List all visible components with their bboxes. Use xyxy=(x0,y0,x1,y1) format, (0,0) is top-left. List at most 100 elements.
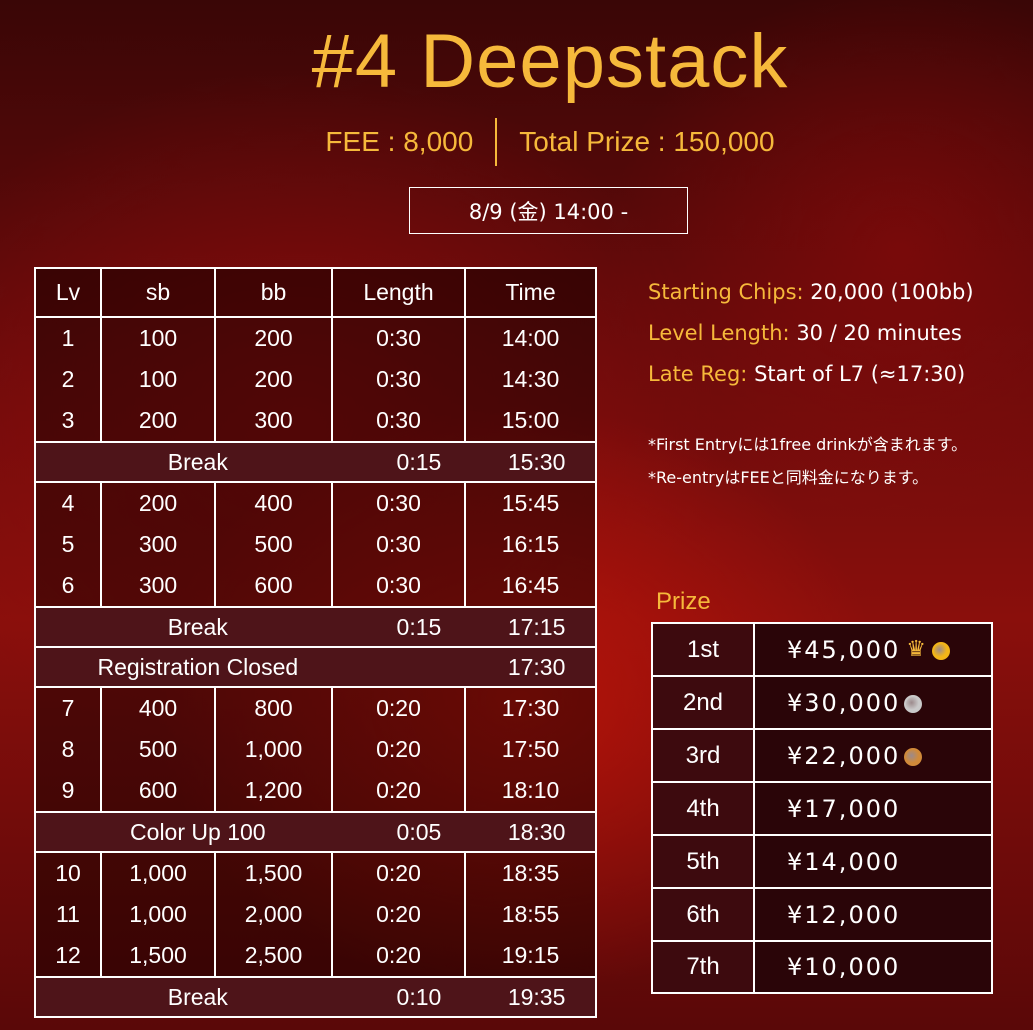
break-label: Color Up 100 xyxy=(130,818,266,845)
column-sb: 1,000 1,000 1,500 xyxy=(100,853,214,976)
prize-amount: ¥12,000 xyxy=(787,900,901,929)
cell-time: 14:00 xyxy=(501,325,560,351)
prize-row: 3rd ¥22,000 xyxy=(653,730,991,781)
cell-length: 0:30 xyxy=(376,572,421,598)
cell-length: 0:30 xyxy=(376,325,421,351)
cell-sb: 1,500 xyxy=(129,942,187,968)
cell-bb: 800 xyxy=(254,695,293,721)
late-reg-label: Late Reg: xyxy=(648,362,748,386)
prize-amount-cell: ¥22,000 xyxy=(755,730,991,781)
prize-place: 1st xyxy=(653,624,753,675)
column-sb: 200 300 300 xyxy=(100,483,214,606)
gold-medal-icon xyxy=(931,641,950,660)
prize-amount-cell: ¥45,000 ♛ xyxy=(755,624,991,675)
cell-sb: 400 xyxy=(138,695,178,721)
break-length: 0:05 xyxy=(396,818,442,845)
divider xyxy=(495,118,498,166)
level-group: 1 2 3 100 100 200 200 200 300 0:30 0:30 0:30 14:00 14… xyxy=(36,318,595,443)
total-prize-text: Total Prize : 150,000 xyxy=(519,126,775,157)
cell-length: 0:30 xyxy=(376,366,421,392)
cell-sb: 200 xyxy=(138,490,178,516)
col-header-time: Time xyxy=(464,269,595,316)
column-bb: 400 500 600 xyxy=(214,483,331,606)
level-length-label: Level Length: xyxy=(648,321,790,345)
cell-bb: 500 xyxy=(254,531,293,557)
prize-place: 7th xyxy=(653,942,753,992)
cell-sb: 200 xyxy=(138,407,178,433)
cell-length: 0:20 xyxy=(376,777,421,803)
prize-amount: ¥10,000 xyxy=(787,953,901,981)
cell-time: 17:50 xyxy=(501,736,560,762)
prize-place: 2nd xyxy=(653,677,753,728)
cell-sb: 1,000 xyxy=(129,901,187,927)
prize-amount: ¥45,000 xyxy=(787,635,901,664)
blind-schedule-table: Lv sb bb Length Time 1 2 3 100 100 200 200 200 3… xyxy=(34,267,597,1018)
cell-time: 18:35 xyxy=(501,860,560,886)
column-time: 18:35 18:55 19:15 xyxy=(464,853,595,976)
break-length: 0:15 xyxy=(396,613,442,640)
cell-sb: 100 xyxy=(138,366,178,392)
cell-bb: 400 xyxy=(254,490,293,516)
starting-chips-label: Starting Chips: xyxy=(648,280,804,304)
cell-lv: 12 xyxy=(55,942,81,968)
late-reg: Late Reg: Start of L7 (≈17:30) xyxy=(648,354,974,395)
cell-time: 15:00 xyxy=(501,407,560,433)
cell-bb: 200 xyxy=(254,325,293,351)
silver-medal-icon xyxy=(904,694,923,713)
prize-amount-cell: ¥12,000 xyxy=(755,889,991,940)
column-length: 0:30 0:30 0:30 xyxy=(331,483,464,606)
break-length: 0:15 xyxy=(396,448,442,475)
column-lv: 4 5 6 xyxy=(36,483,100,606)
break-length: 0:10 xyxy=(396,983,442,1010)
cell-lv: 2 xyxy=(61,366,75,392)
level-length-value: 30 / 20 minutes xyxy=(796,321,962,345)
prize-table: 1st ¥45,000 ♛ 2nd ¥30,000 3rd ¥22,000 4th ¥17,00… xyxy=(651,622,993,994)
cell-length: 0:20 xyxy=(376,901,421,927)
cell-lv: 10 xyxy=(55,860,81,886)
cell-time: 15:45 xyxy=(501,490,560,516)
prize-place: 4th xyxy=(653,783,753,834)
cell-time: 19:15 xyxy=(501,942,560,968)
note-first-entry: *First Entryには1free drinkが含まれます。 xyxy=(648,435,968,454)
column-sb: 100 100 200 xyxy=(100,318,214,441)
column-lv: 7 8 9 xyxy=(36,688,100,811)
starting-chips-value: 20,000 (100bb) xyxy=(810,280,974,304)
column-length: 0:20 0:20 0:20 xyxy=(331,688,464,811)
starting-chips: Starting Chips: 20,000 (100bb) xyxy=(648,272,974,313)
cell-length: 0:30 xyxy=(376,490,421,516)
prize-amount: ¥30,000 xyxy=(787,688,901,717)
cell-length: 0:30 xyxy=(376,407,421,433)
level-group: 10 11 12 1,000 1,000 1,500 1,500 2,000 2,500 0:20… xyxy=(36,853,595,978)
cell-time: 17:30 xyxy=(501,695,560,721)
bronze-medal-icon xyxy=(904,747,923,766)
cell-bb: 300 xyxy=(254,407,293,433)
prize-amount-cell: ¥14,000 xyxy=(755,836,991,887)
cell-lv: 6 xyxy=(61,572,75,598)
cell-sb: 1,000 xyxy=(129,860,187,886)
cell-bb: 2,500 xyxy=(244,942,303,968)
break-time: 15:30 xyxy=(507,448,566,475)
prize-place: 6th xyxy=(653,889,753,940)
cell-length: 0:20 xyxy=(376,860,421,886)
prize-row: 4th ¥17,000 xyxy=(653,783,991,834)
cell-sb: 300 xyxy=(138,572,178,598)
prize-amount: ¥22,000 xyxy=(787,741,901,770)
break-row: Break 0:15 15:30 xyxy=(36,443,595,483)
tournament-info: Starting Chips: 20,000 (100bb) Level Len… xyxy=(648,272,974,395)
note-re-entry: *Re-entryはFEEと同料金になります。 xyxy=(648,468,929,487)
column-sb: 400 500 600 xyxy=(100,688,214,811)
column-time: 14:00 14:30 15:00 xyxy=(464,318,595,441)
level-group: 4 5 6 200 300 300 400 500 600 0:30 0:30 0:30 15:45 16… xyxy=(36,483,595,608)
cell-lv: 9 xyxy=(61,777,75,803)
cell-sb: 100 xyxy=(138,325,178,351)
prize-amount-cell: ¥10,000 xyxy=(755,942,991,992)
cell-time: 16:15 xyxy=(501,531,560,557)
prize-amount-cell: ¥17,000 xyxy=(755,783,991,834)
fee-text: FEE : 8,000 xyxy=(325,126,474,157)
cell-lv: 4 xyxy=(61,490,75,516)
prize-row: 7th ¥10,000 xyxy=(653,942,991,992)
break-label: Break xyxy=(167,983,228,1010)
cell-time: 18:10 xyxy=(501,777,560,803)
cell-time: 16:45 xyxy=(501,572,560,598)
trophy-icon: ♛ xyxy=(906,637,928,662)
